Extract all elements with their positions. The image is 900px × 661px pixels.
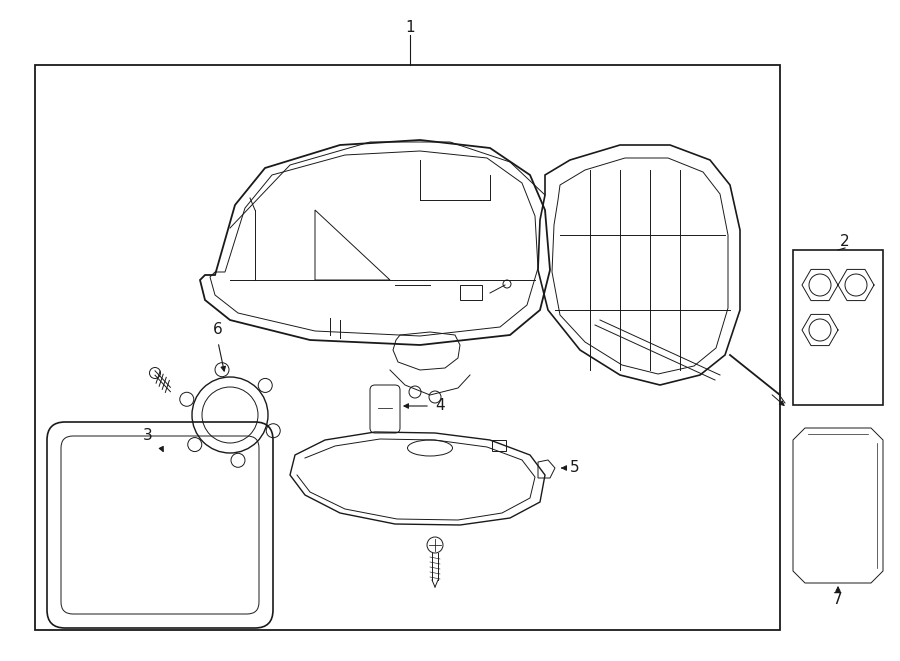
Bar [492, 440, 506, 451]
Text: 6: 6 [213, 323, 223, 338]
Text: 3: 3 [143, 428, 153, 442]
Text: 4: 4 [436, 399, 445, 414]
Text: 2: 2 [841, 235, 850, 249]
Bar [460, 285, 482, 300]
Text: 5: 5 [571, 461, 580, 475]
Bar [35, 65, 780, 630]
Bar [793, 250, 883, 405]
Text: 1: 1 [405, 20, 415, 36]
Text: 7: 7 [833, 592, 842, 607]
